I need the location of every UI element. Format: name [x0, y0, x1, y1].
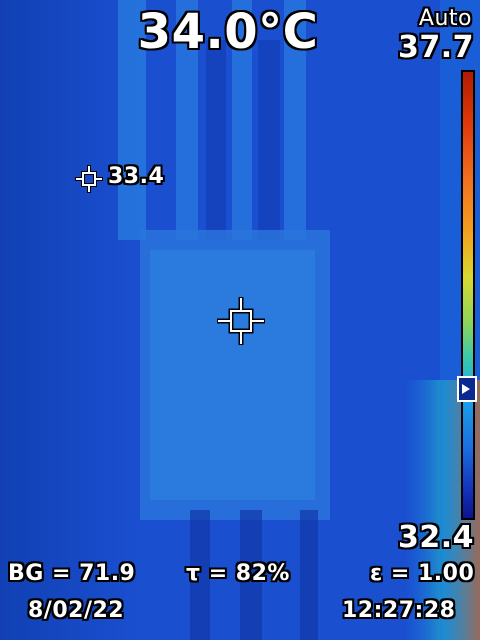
capture-time: 12:27:28 — [342, 598, 456, 623]
range-mode-label: Auto — [418, 6, 472, 31]
scale-max-temperature: 37.7 — [397, 30, 474, 65]
capture-date: 8/02/22 — [28, 598, 125, 623]
scale-level-marker-icon — [457, 376, 477, 402]
center-spot-temperature: 34.0°C — [137, 4, 319, 60]
center-crosshair-icon — [217, 297, 265, 345]
background-temperature-param: BG = 71.9 — [8, 561, 136, 586]
color-scale-bar — [461, 70, 475, 520]
transmission-param: τ = 82% — [186, 561, 290, 586]
measurement-spot-value: 33.4 — [108, 164, 165, 189]
measurement-spot-icon[interactable] — [74, 164, 104, 194]
scale-min-temperature: 32.4 — [397, 520, 474, 555]
emissivity-param: ε = 1.00 — [370, 561, 475, 586]
